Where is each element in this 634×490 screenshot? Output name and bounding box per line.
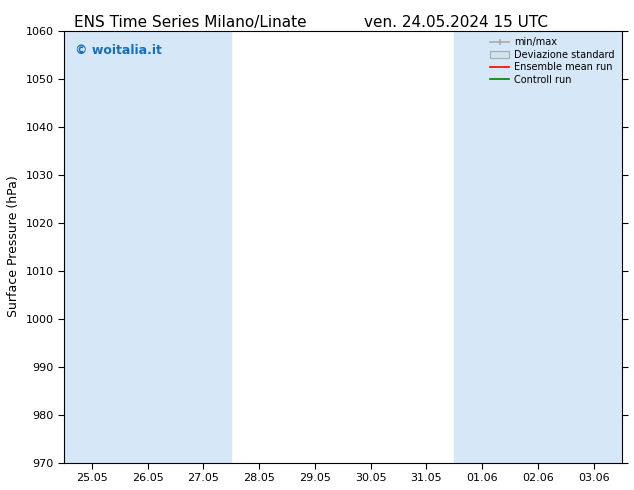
Bar: [566, 30, 627, 463]
Text: © woitalia.it: © woitalia.it: [75, 44, 162, 56]
Bar: [455, 30, 566, 463]
Text: ven. 24.05.2024 15 UTC: ven. 24.05.2024 15 UTC: [365, 15, 548, 30]
Text: ENS Time Series Milano/Linate: ENS Time Series Milano/Linate: [74, 15, 306, 30]
Y-axis label: Surface Pressure (hPa): Surface Pressure (hPa): [7, 176, 20, 318]
Bar: [176, 30, 231, 463]
Bar: [64, 30, 176, 463]
Legend: min/max, Deviazione standard, Ensemble mean run, Controll run: min/max, Deviazione standard, Ensemble m…: [488, 35, 617, 87]
